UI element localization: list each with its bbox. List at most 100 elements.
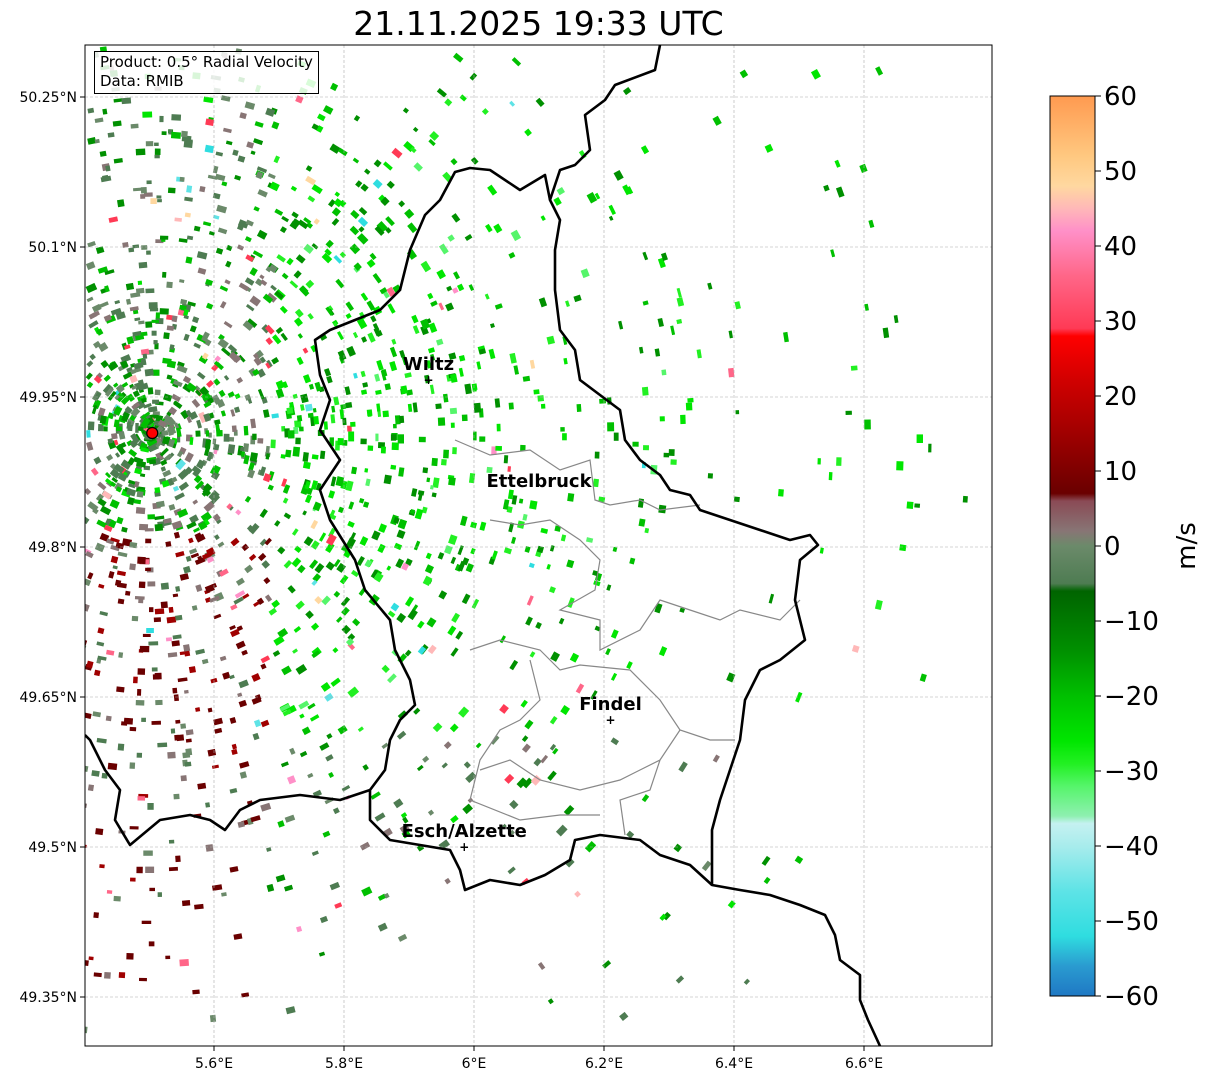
radar-echo <box>429 384 435 395</box>
radar-echo <box>253 138 264 146</box>
commune-boundaries <box>454 439 701 511</box>
radar-echo <box>250 815 261 823</box>
radar-echo <box>299 404 305 411</box>
radar-echo <box>173 793 180 800</box>
radar-echo <box>610 629 619 639</box>
radar-echo <box>449 723 459 733</box>
radar-echo <box>150 198 157 204</box>
radar-echo <box>86 360 94 368</box>
radar-echo <box>329 143 341 154</box>
radar-echo <box>204 597 212 603</box>
radar-echo <box>235 577 245 586</box>
radar-echo <box>141 920 152 924</box>
radar-echo <box>221 347 231 357</box>
radar-echo <box>390 434 397 441</box>
radar-echo <box>658 504 667 514</box>
radar-echo <box>227 391 235 398</box>
radar-echo <box>333 559 341 568</box>
radar-echo <box>457 560 466 572</box>
radar-echo <box>508 402 514 410</box>
radar-echo <box>170 131 181 139</box>
radar-echo <box>350 421 356 427</box>
radar-echo <box>312 573 322 583</box>
radar-echo <box>558 617 565 625</box>
colorbar-tick-label: 20 <box>1104 382 1137 412</box>
radar-echo <box>319 742 330 751</box>
radar-echo <box>266 883 275 892</box>
radar-echo <box>509 352 517 364</box>
radar-echo <box>733 496 740 503</box>
radar-echo <box>372 178 383 189</box>
radar-echo <box>573 294 582 303</box>
radar-echo <box>205 844 214 852</box>
radar-echo <box>215 247 224 255</box>
radar-echo <box>154 148 161 155</box>
radar-echo <box>478 348 486 355</box>
radar-echo <box>182 375 192 384</box>
radar-echo <box>302 510 307 516</box>
radar-echo <box>94 117 104 124</box>
radar-echo <box>152 411 160 415</box>
radar-echo <box>311 243 319 250</box>
radar-echo <box>404 596 415 607</box>
radar-echo <box>145 538 152 544</box>
radar-echo <box>252 368 260 377</box>
radar-echo <box>154 142 159 146</box>
radar-echo <box>367 332 376 343</box>
radar-echo <box>160 601 168 609</box>
radar-echo <box>160 459 168 466</box>
radar-echo <box>321 252 333 264</box>
radar-echo <box>112 565 118 570</box>
radar-echo <box>331 405 336 413</box>
radar-echo <box>449 407 458 415</box>
radar-echo <box>325 561 335 571</box>
city-label: Ettelbruck <box>486 471 592 492</box>
radar-echo <box>130 433 140 444</box>
radar-echo <box>136 490 144 498</box>
radar-echo <box>546 335 556 345</box>
radar-echo <box>97 498 107 507</box>
radar-echo <box>195 707 201 712</box>
radar-echo <box>429 130 440 141</box>
radar-echo <box>126 952 134 960</box>
radar-echo <box>185 748 193 756</box>
radar-echo <box>202 518 210 527</box>
radar-echo <box>685 402 693 411</box>
radar-echo <box>85 488 92 496</box>
radar-echo <box>528 562 535 569</box>
radar-echo <box>307 312 314 320</box>
canton-boundary <box>469 659 600 821</box>
radar-echo <box>311 850 319 856</box>
radar-echo <box>117 598 125 605</box>
lon-tick-label: 6.2°E <box>585 1056 623 1072</box>
radar-echo <box>314 596 323 605</box>
radar-echo <box>159 308 169 315</box>
radar-echo <box>352 618 361 627</box>
radar-echo <box>114 391 125 403</box>
radar-echo <box>153 617 162 623</box>
radar-echo <box>547 770 557 781</box>
radar-echo <box>400 812 408 819</box>
radar-echo <box>252 352 259 359</box>
radar-echo <box>563 804 575 816</box>
radar-echo <box>127 496 135 506</box>
radar-echo <box>199 185 206 193</box>
radar-echo <box>712 754 720 763</box>
radar-echo <box>470 521 478 529</box>
radar-echo <box>136 752 143 758</box>
radar-echo <box>398 467 405 477</box>
radar-echo <box>471 383 478 391</box>
radar-echo <box>533 389 540 395</box>
radar-echo <box>294 308 304 318</box>
radar-echo <box>594 451 600 459</box>
radar-echo <box>147 581 156 587</box>
radar-echo <box>145 866 155 873</box>
radar-echo <box>275 388 285 399</box>
radar-echo <box>223 321 233 329</box>
radar-echo <box>670 459 677 465</box>
radar-echo <box>291 557 302 568</box>
radar-echo <box>142 111 153 118</box>
lat-tick-label: 49.5°N <box>28 840 77 856</box>
radar-echo <box>301 726 311 736</box>
radar-echo <box>453 52 464 63</box>
